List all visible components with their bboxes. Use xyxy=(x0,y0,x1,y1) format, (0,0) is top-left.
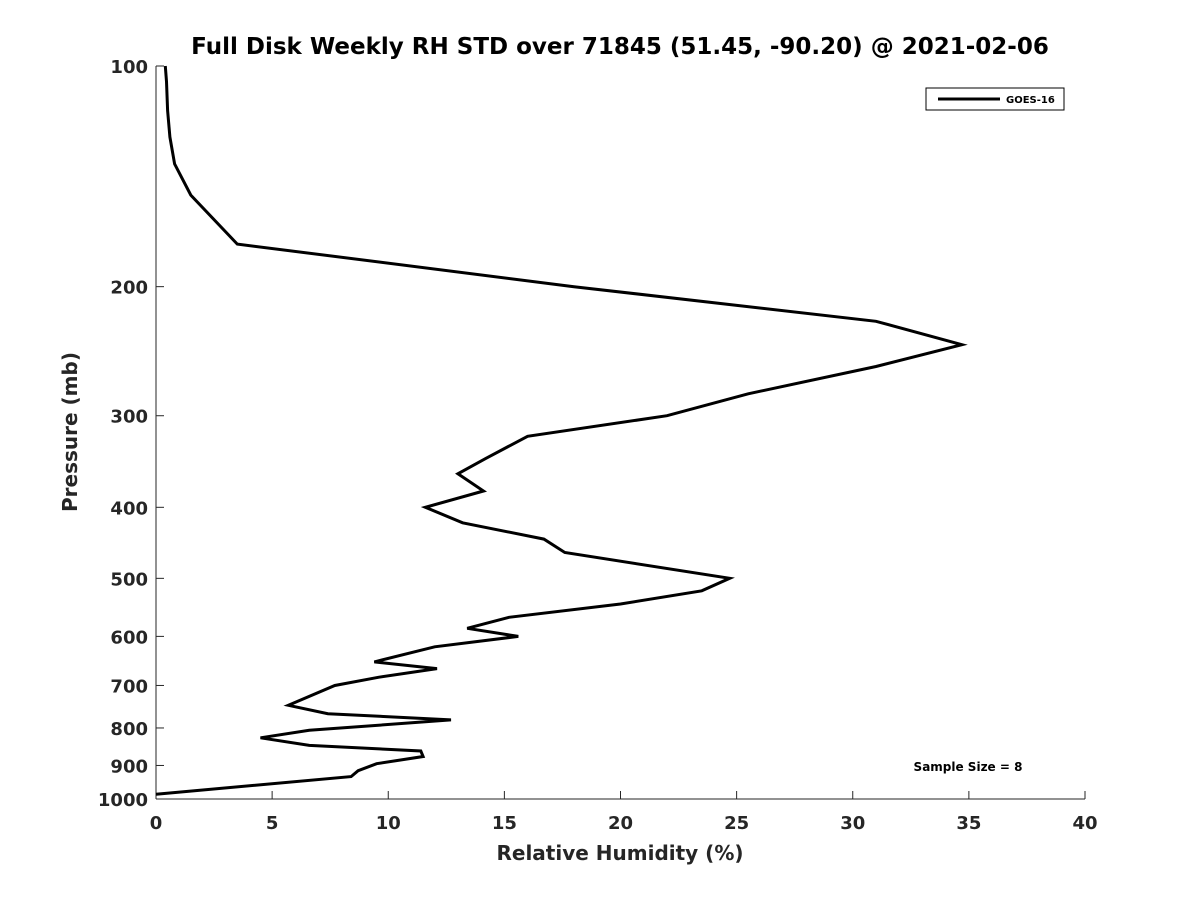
y-tick-label-400: 400 xyxy=(110,498,148,519)
y-tick-label-600: 600 xyxy=(110,627,148,648)
y-axis-label: Pressure (mb) xyxy=(58,352,82,512)
y-tick-label-100: 100 xyxy=(110,57,148,78)
x-tick-label-20: 20 xyxy=(608,813,633,834)
legend-label-goes-16: GOES-16 xyxy=(1006,95,1055,106)
y-tick-label-300: 300 xyxy=(110,407,148,428)
x-tick-label-0: 0 xyxy=(150,813,163,834)
x-tick-label-35: 35 xyxy=(956,813,981,834)
chart-title: Full Disk Weekly RH STD over 71845 (51.4… xyxy=(191,34,1049,60)
legend: GOES-16 xyxy=(925,87,1065,111)
y-tick-label-700: 700 xyxy=(110,676,148,697)
sample-size-annotation: Sample Size = 8 xyxy=(914,760,1023,774)
x-tick-label-30: 30 xyxy=(840,813,865,834)
x-tick-label-15: 15 xyxy=(492,813,517,834)
x-tick-label-10: 10 xyxy=(376,813,401,834)
y-tick-label-1000: 1000 xyxy=(98,790,148,811)
y-tick-label-500: 500 xyxy=(110,569,148,590)
x-tick-label-5: 5 xyxy=(266,813,279,834)
y-tick-label-800: 800 xyxy=(110,719,148,740)
x-axis-label: Relative Humidity (%) xyxy=(496,841,743,865)
y-tick-label-900: 900 xyxy=(110,756,148,777)
series-line-goes-16 xyxy=(155,65,968,796)
y-tick-label-200: 200 xyxy=(110,278,148,299)
x-tick-label-40: 40 xyxy=(1072,813,1097,834)
plot-area: 0 5 10 15 20 25 30 35 40 100 200 300 400 500 600 700 800… xyxy=(98,57,1098,834)
x-tick-label-25: 25 xyxy=(724,813,749,834)
